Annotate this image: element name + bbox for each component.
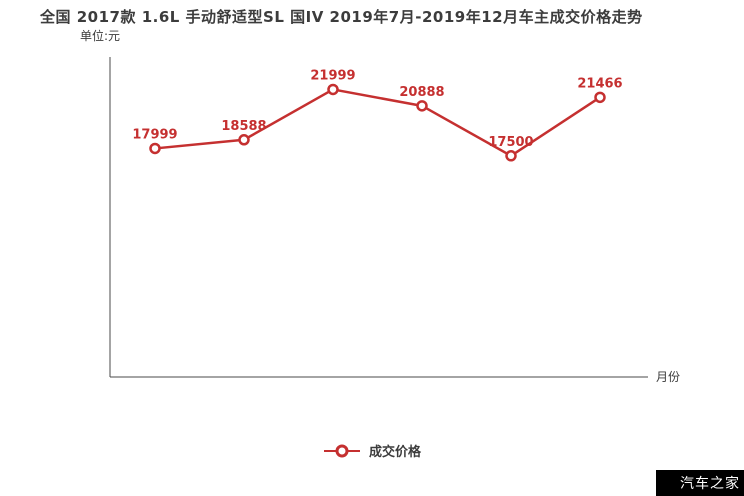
data-point-marker [149,142,161,155]
data-point-label: 21466 [577,76,622,91]
chart-title: 全国 2017款 1.6L 手动舒适型SL 国IV 2019年7月-2019年1… [40,8,643,26]
data-point-label: 17999 [132,127,177,142]
y-axis-unit-label: 单位:元 [80,29,121,43]
data-point-marker [505,150,517,162]
data-point-label: 17500 [488,135,533,150]
data-point-label: 21999 [310,68,355,83]
data-point-label: 18588 [221,119,266,134]
data-point-marker [416,100,428,112]
data-point-marker [238,134,250,146]
data-point-label: 20888 [399,85,444,100]
price-series-line [153,88,602,158]
legend-label: 成交价格 [368,445,421,460]
data-point-marker [594,91,606,104]
data-point-marker [327,83,339,96]
x-axis-label: 月份 [656,370,681,384]
watermark-autohome: 汽车之家 [656,470,744,496]
legend: 成交价格 [0,441,744,460]
legend-line-marker-icon [323,444,360,457]
